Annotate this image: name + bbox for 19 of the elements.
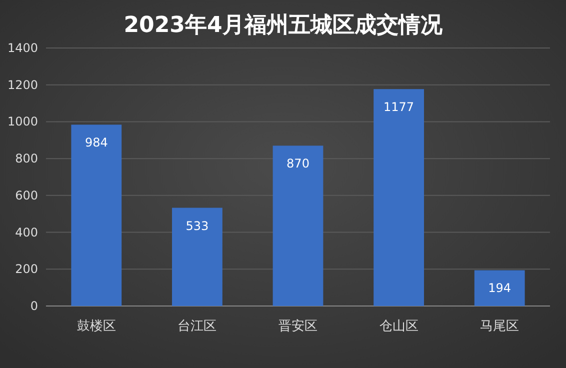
y-tick-label: 0 (30, 299, 38, 313)
y-tick-label: 1400 (7, 41, 38, 55)
data-label: 984 (84, 136, 108, 150)
y-tick-label: 200 (15, 262, 38, 276)
data-label: 533 (186, 218, 209, 233)
y-tick-label: 1200 (7, 78, 38, 92)
y-tick-label: 600 (15, 188, 38, 202)
x-tick-label: 鼓楼区 (76, 319, 116, 334)
x-tick-label: 台江区 (178, 319, 217, 334)
x-tick-label: 仓山区 (379, 319, 418, 334)
y-tick-label: 800 (15, 152, 38, 166)
y-tick-label: 400 (15, 225, 38, 240)
y-tick-label: 1000 (7, 114, 38, 129)
x-tick-label: 晋安区 (278, 318, 318, 334)
x-tick-label: 马尾区 (480, 319, 520, 334)
data-label: 1177 (384, 100, 414, 114)
data-label: 870 (286, 156, 310, 171)
data-label: 194 (488, 281, 512, 296)
chart-title: 2023年4月福州五城区成交情况 (124, 12, 444, 38)
